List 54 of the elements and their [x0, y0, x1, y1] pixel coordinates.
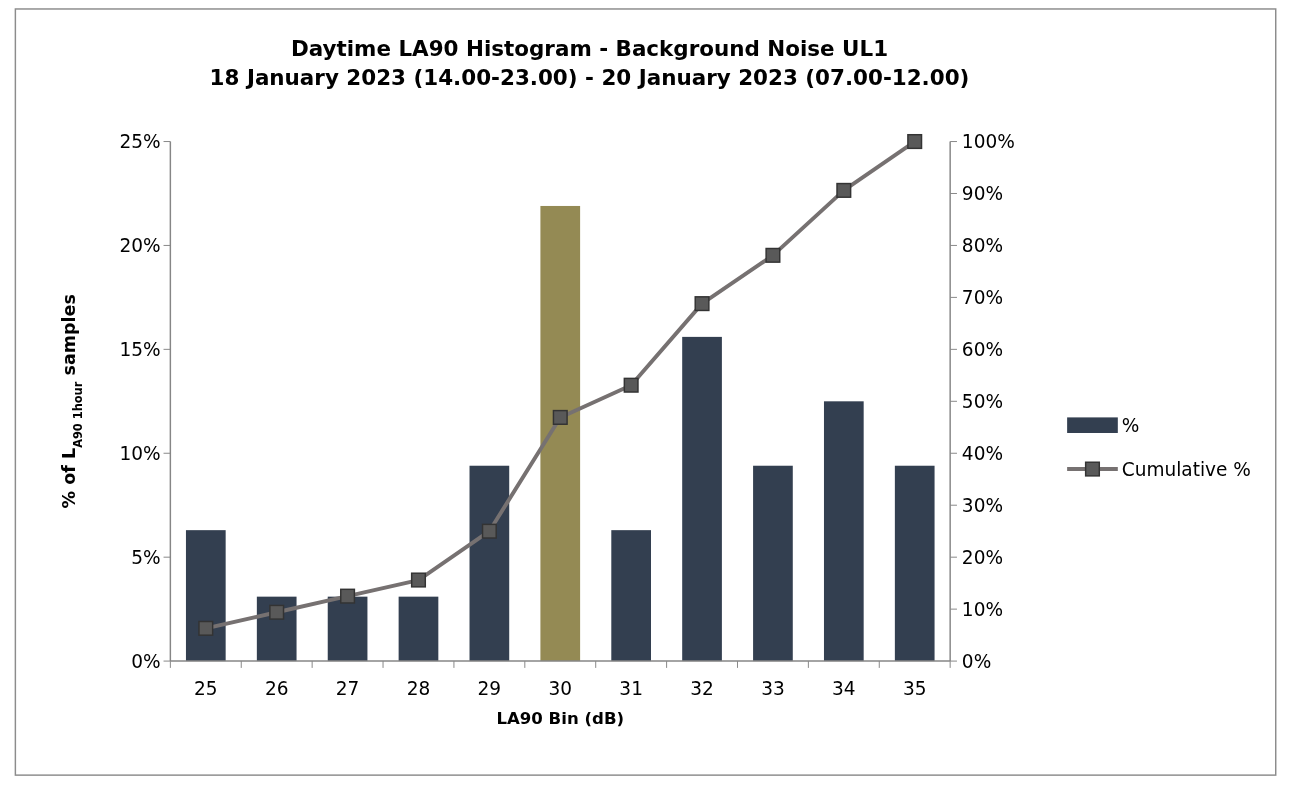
y-tick-label: 15%	[119, 338, 161, 360]
x-tick-label: 34	[832, 678, 856, 700]
y2-tick-label: 100%	[961, 131, 1015, 153]
bar	[540, 205, 581, 662]
y-tick-label: 0%	[131, 650, 161, 672]
legend-label: %	[1121, 414, 1140, 436]
point	[481, 523, 497, 539]
point	[340, 588, 356, 604]
y-tick-label: 25%	[119, 131, 161, 153]
bar	[185, 530, 226, 662]
chart-subtitle: 18 January 2023 (14.00-23.00) - 20 January 2023 (07.00-12.00)	[209, 65, 970, 91]
x-tick-label: 26	[264, 678, 289, 700]
bar	[753, 465, 793, 662]
y-tick-label: 10%	[119, 442, 161, 464]
bar	[469, 465, 510, 662]
bar	[894, 465, 935, 662]
bar	[611, 530, 651, 662]
x-tick-label: 29	[477, 678, 502, 700]
point	[694, 296, 710, 312]
x-tick-label: 28	[406, 678, 431, 700]
y2-tick-label: 60%	[961, 338, 1004, 360]
bar	[823, 401, 864, 662]
x-tick-label: 27	[335, 678, 360, 700]
point	[623, 377, 639, 393]
chart-title: Daytime LA90 Histogram - Background Noise UL1	[290, 35, 889, 61]
y2-tick-label: 80%	[961, 234, 1004, 256]
y2-tick-label: 40%	[961, 442, 1004, 464]
point	[836, 182, 852, 198]
y2-tick-label: 10%	[961, 598, 1004, 620]
point	[765, 247, 781, 263]
point	[410, 572, 427, 588]
point	[907, 133, 923, 150]
bar	[682, 336, 722, 662]
point	[198, 620, 214, 636]
y2-tick-label: 0%	[961, 650, 992, 672]
y2-tick-label: 90%	[961, 182, 1004, 204]
x-tick-label: 35	[902, 678, 927, 700]
x-tick-label: 30	[548, 678, 573, 700]
y2-tick-label: 30%	[961, 494, 1004, 516]
x-axis-title: LA90 Bin (dB)	[496, 709, 625, 729]
legend-label: Cumulative %	[1121, 458, 1251, 480]
bar	[398, 596, 439, 662]
y2-tick-label: 50%	[961, 390, 1004, 412]
y2-tick-label: 70%	[961, 286, 1004, 308]
y2-tick-label: 20%	[961, 546, 1004, 568]
x-tick-label: 33	[761, 678, 785, 700]
x-tick-label: 32	[690, 678, 714, 700]
point	[552, 409, 568, 425]
y-tick-label: 5%	[131, 546, 161, 568]
x-tick-label: 31	[619, 678, 643, 700]
point	[269, 604, 285, 620]
bar	[327, 596, 368, 662]
y-tick-label: 20%	[119, 234, 161, 256]
x-tick-label: 25	[194, 678, 218, 700]
